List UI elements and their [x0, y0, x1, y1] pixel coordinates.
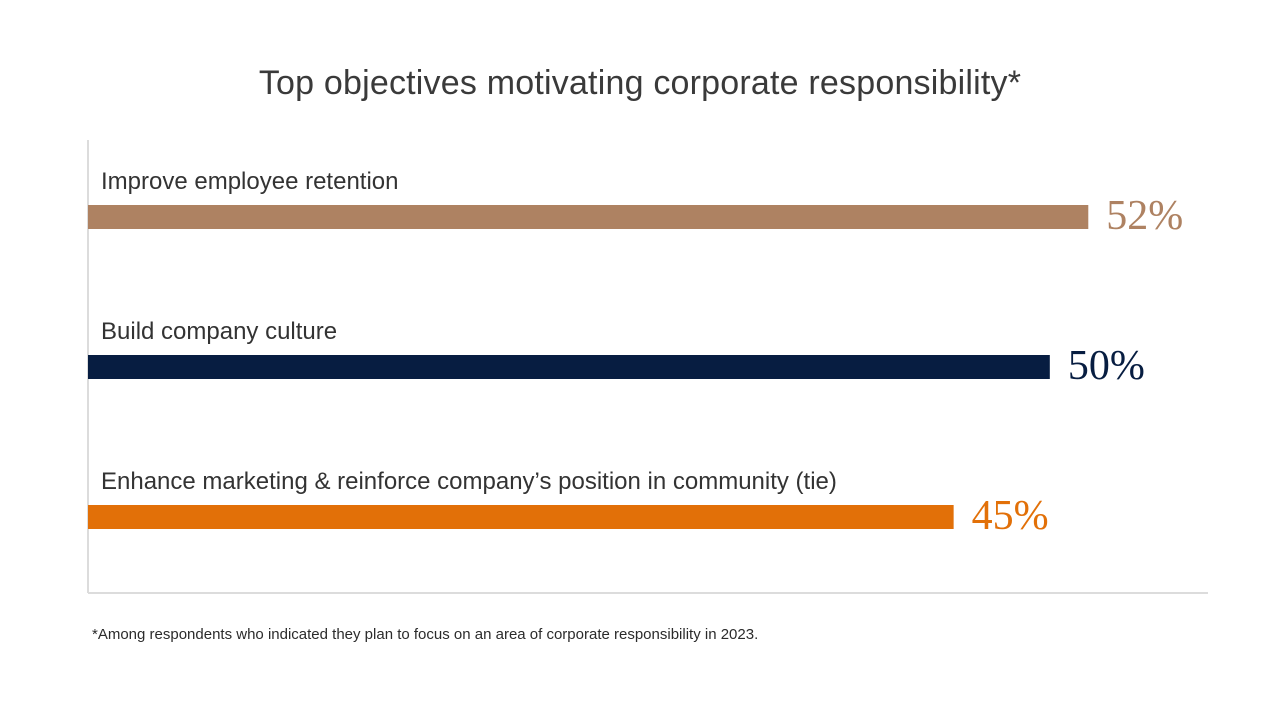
value-label: 52% — [1106, 193, 1183, 239]
value-label: 45% — [972, 493, 1049, 539]
bar — [88, 355, 1050, 379]
bar — [88, 205, 1089, 229]
bar — [88, 505, 954, 529]
category-label: Improve employee retention — [101, 168, 399, 195]
footnote: *Among respondents who indicated they pl… — [92, 626, 759, 643]
category-label: Enhance marketing & reinforce company’s … — [101, 468, 837, 495]
category-label: Build company culture — [101, 318, 337, 345]
bars-group: Improve employee retention 52% Build compa… — [88, 168, 1183, 539]
value-label: 50% — [1068, 343, 1145, 389]
chart-title: Top objectives motivating corporate resp… — [258, 64, 1022, 102]
